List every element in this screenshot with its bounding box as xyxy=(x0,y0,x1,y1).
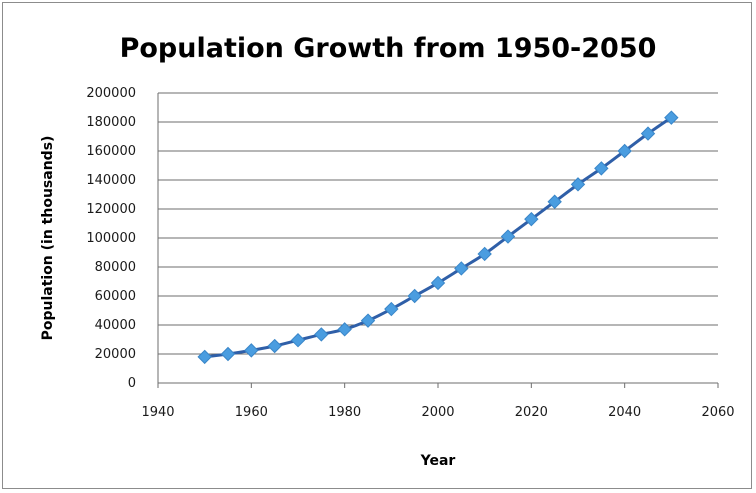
data-point-marker xyxy=(407,288,422,304)
data-point-marker xyxy=(384,301,399,317)
data-series xyxy=(197,110,679,365)
y-tick-label: 60000 xyxy=(95,289,136,304)
x-tick-label: 1960 xyxy=(235,405,268,420)
data-point-marker xyxy=(454,261,469,276)
y-tick-label: 80000 xyxy=(95,260,136,275)
data-point-marker xyxy=(617,143,632,159)
data-point-marker xyxy=(314,327,329,342)
y-tick-label: 200000 xyxy=(86,86,136,101)
axes xyxy=(157,93,719,388)
y-tick-label: 140000 xyxy=(86,173,136,188)
y-tick-label: 0 xyxy=(128,376,136,391)
series-line xyxy=(204,116,673,359)
data-point-marker xyxy=(547,194,562,209)
data-point-marker xyxy=(220,346,236,362)
x-tick-label: 2040 xyxy=(608,405,641,420)
tick-labels: 0 20000 40000 60000 80000 100000 120000 140000 1… xyxy=(86,86,734,420)
data-point-marker xyxy=(337,322,352,337)
data-point-marker xyxy=(594,161,609,176)
x-tick-label: 1940 xyxy=(141,405,174,420)
x-axis-label: Year xyxy=(420,453,456,469)
y-axis-label: Population (in thousands) xyxy=(40,136,56,341)
y-tick-label: 100000 xyxy=(86,231,136,246)
data-point-marker xyxy=(244,343,259,358)
chart-frame xyxy=(2,2,752,489)
data-point-marker xyxy=(360,313,376,328)
data-point-marker xyxy=(477,246,492,262)
x-tick-label: 2000 xyxy=(421,405,454,420)
data-point-marker xyxy=(570,177,586,192)
data-point-marker xyxy=(430,275,446,291)
data-point-marker xyxy=(500,229,516,244)
x-tick-label: 2020 xyxy=(515,405,548,420)
data-point-marker xyxy=(640,126,656,141)
x-tick-label: 1980 xyxy=(328,405,361,420)
gridlines xyxy=(158,92,718,355)
y-tick-label: 180000 xyxy=(86,115,136,130)
x-tick-label: 2060 xyxy=(701,405,734,420)
y-tick-label: 160000 xyxy=(86,144,136,159)
y-tick-label: 120000 xyxy=(86,202,136,217)
y-tick-label: 40000 xyxy=(95,318,136,333)
y-tick-label: 20000 xyxy=(95,347,136,362)
data-point-marker xyxy=(664,110,679,125)
data-point-marker xyxy=(197,349,212,365)
chart-title: Population Growth from 1950-2050 xyxy=(120,33,657,64)
data-point-marker xyxy=(524,211,539,227)
data-point-marker xyxy=(290,333,306,348)
data-point-marker xyxy=(267,338,282,354)
